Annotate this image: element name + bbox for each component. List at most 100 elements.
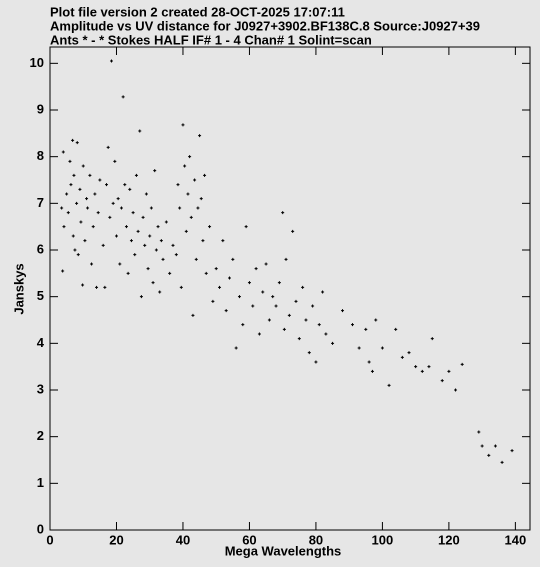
point bbox=[164, 220, 168, 224]
point bbox=[374, 318, 378, 322]
point bbox=[181, 123, 185, 127]
point bbox=[103, 285, 107, 289]
point bbox=[133, 253, 137, 257]
point bbox=[430, 337, 434, 341]
point bbox=[174, 253, 178, 257]
point bbox=[106, 145, 110, 149]
x-tick-label: 60 bbox=[242, 532, 256, 547]
point bbox=[153, 169, 157, 173]
point bbox=[71, 234, 75, 238]
point bbox=[221, 239, 225, 243]
point bbox=[307, 351, 311, 355]
point bbox=[62, 225, 66, 229]
point bbox=[380, 346, 384, 350]
point bbox=[214, 267, 218, 271]
point bbox=[119, 206, 123, 210]
point bbox=[440, 379, 444, 383]
point bbox=[284, 257, 288, 261]
point bbox=[81, 283, 85, 287]
point bbox=[143, 243, 147, 247]
x-tick-label: 100 bbox=[372, 532, 394, 547]
y-tick-label: 8 bbox=[37, 148, 44, 163]
point bbox=[314, 360, 318, 364]
point bbox=[73, 248, 77, 252]
point bbox=[66, 211, 70, 215]
point bbox=[291, 229, 295, 233]
point bbox=[60, 206, 64, 210]
point bbox=[126, 271, 130, 275]
x-tick-label: 40 bbox=[176, 532, 190, 547]
point bbox=[510, 449, 514, 453]
y-axis-label: Janskys bbox=[11, 263, 26, 314]
point bbox=[61, 150, 65, 154]
point bbox=[101, 243, 105, 247]
point bbox=[277, 281, 281, 285]
point bbox=[65, 192, 69, 196]
point bbox=[203, 173, 207, 177]
point bbox=[121, 95, 125, 99]
title-line: Ants * - * Stokes HALF IF# 1 - 4 Chan# 1… bbox=[50, 32, 372, 47]
point bbox=[141, 215, 145, 219]
point bbox=[500, 460, 504, 464]
y-tick-label: 4 bbox=[37, 335, 45, 350]
y-tick-label: 10 bbox=[30, 55, 44, 70]
point bbox=[480, 444, 484, 448]
point bbox=[191, 313, 195, 317]
point bbox=[114, 234, 118, 238]
point bbox=[317, 323, 321, 327]
point bbox=[161, 257, 165, 261]
point bbox=[90, 262, 94, 266]
point bbox=[139, 295, 143, 299]
point bbox=[244, 225, 248, 229]
point bbox=[186, 192, 190, 196]
point bbox=[129, 239, 133, 243]
x-tick-label: 80 bbox=[309, 532, 323, 547]
point bbox=[447, 369, 451, 373]
point bbox=[105, 183, 109, 187]
point bbox=[247, 281, 251, 285]
point bbox=[72, 173, 76, 177]
point bbox=[96, 211, 100, 215]
point bbox=[427, 365, 431, 369]
point bbox=[271, 295, 275, 299]
x-tick-label: 0 bbox=[46, 532, 53, 547]
x-axis-label: Mega Wavelengths bbox=[225, 543, 342, 558]
point bbox=[128, 187, 132, 191]
point bbox=[201, 239, 205, 243]
point bbox=[188, 155, 192, 159]
point bbox=[274, 304, 278, 308]
point bbox=[231, 257, 235, 261]
point bbox=[294, 299, 298, 303]
y-tick-label: 5 bbox=[37, 288, 44, 303]
point bbox=[251, 304, 255, 308]
point bbox=[111, 201, 115, 205]
point bbox=[75, 141, 79, 145]
point bbox=[267, 318, 271, 322]
point bbox=[254, 267, 258, 271]
point bbox=[198, 134, 202, 138]
point bbox=[264, 262, 268, 266]
point bbox=[134, 173, 138, 177]
point bbox=[287, 313, 291, 317]
point bbox=[387, 383, 391, 387]
point bbox=[218, 285, 222, 289]
point bbox=[204, 271, 208, 275]
point bbox=[367, 360, 371, 364]
point bbox=[324, 332, 328, 336]
y-tick-label: 3 bbox=[37, 381, 44, 396]
point bbox=[108, 215, 112, 219]
point bbox=[75, 201, 79, 205]
title-line: Amplitude vs UV distance for J0927+3902.… bbox=[50, 18, 480, 33]
point bbox=[144, 192, 148, 196]
point bbox=[69, 183, 73, 187]
point bbox=[194, 257, 198, 261]
point bbox=[183, 164, 187, 168]
point bbox=[297, 337, 301, 341]
point bbox=[136, 229, 140, 233]
point bbox=[154, 248, 158, 252]
point bbox=[196, 206, 200, 210]
point bbox=[61, 269, 65, 273]
point bbox=[76, 253, 80, 257]
